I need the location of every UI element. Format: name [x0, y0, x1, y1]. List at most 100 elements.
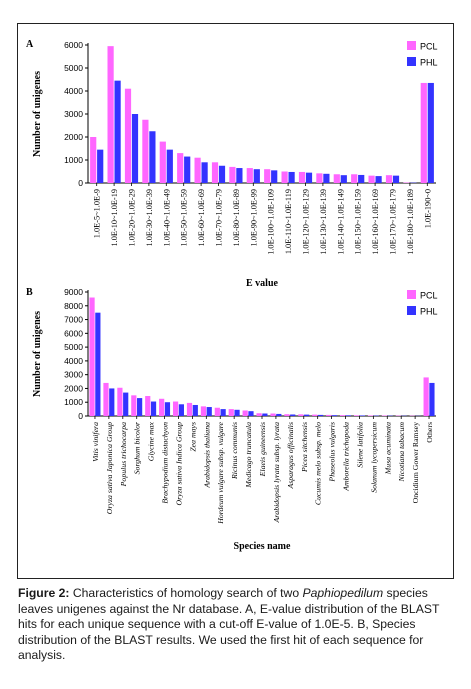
bar-pcl	[145, 396, 151, 416]
y-tick-label: 3000	[64, 370, 83, 380]
bar-pcl	[103, 382, 109, 416]
x-tick-label: 1.0E-60~1.0E-69	[197, 189, 206, 247]
x-tick-label: Elaeis guineensis	[258, 422, 267, 477]
x-tick-label: Phaseolus vulgaris	[328, 422, 337, 483]
bar-phl	[97, 149, 104, 183]
bar-phl	[149, 131, 156, 183]
x-tick-label: Arabidopsis lyrata subsp. lyrata	[272, 422, 281, 524]
bar-phl	[340, 175, 347, 183]
x-tick-label: Solanum lycopersicum	[369, 422, 378, 493]
bar-pcl	[281, 171, 288, 183]
legend-label-pcl: PCL	[420, 291, 438, 301]
bar-phl	[114, 80, 121, 183]
bar-pcl	[312, 414, 318, 416]
bar-phl	[201, 162, 208, 183]
x-tick-label: Medicago truncatula	[244, 422, 253, 489]
bar-pcl	[142, 119, 149, 183]
bar-phl	[178, 404, 184, 416]
bar-phl	[305, 172, 313, 183]
y-tick-label: 1000	[64, 397, 83, 407]
y-tick-label: 3000	[64, 109, 83, 119]
x-tick-label: Vitis vinifera	[91, 422, 100, 462]
bar-pcl	[298, 414, 304, 416]
legend-label-phl: PHL	[420, 307, 438, 317]
bar-pcl	[124, 88, 132, 183]
bar-phl	[358, 174, 365, 183]
bar-pcl	[420, 82, 427, 183]
y-axis-title: Number of unigenes	[32, 311, 43, 397]
bar-pcl	[90, 137, 97, 183]
y-tick-label: 6000	[64, 40, 83, 50]
bar-phl	[271, 170, 278, 183]
bar-pcl	[316, 173, 323, 183]
bar-pcl	[353, 415, 360, 416]
chart-panel-a: A 0 1000 2000 3000 4000 5000 6000 Number of unig…	[26, 39, 438, 289]
x-tick-label: 1.0E-160~1.0E-169	[371, 189, 380, 255]
bar-pcl	[186, 402, 193, 416]
x-tick-label: Asparagus officinalis	[286, 422, 295, 490]
y-tick-label: 4000	[64, 356, 83, 366]
bar-phl	[323, 173, 330, 183]
bar-phl	[427, 82, 434, 183]
bar-pcl	[246, 168, 253, 183]
bar-pcl	[200, 406, 207, 416]
x-tick-label: 1.0E-5~1.0E-9	[93, 189, 102, 238]
bar-phl	[234, 409, 240, 416]
bar-pcl	[333, 174, 340, 183]
x-tick-label: 1.0E-190~0	[423, 189, 432, 228]
bar-pcl	[107, 46, 114, 184]
figure-caption: Figure 2: Characteristics of homology se…	[18, 586, 454, 664]
bar-phl	[359, 415, 365, 416]
x-tick-label: Silene latifolia	[355, 422, 364, 468]
bar-pcl	[367, 415, 374, 416]
x-tick-label: Hordeum vulgare subsp. vulgare	[216, 421, 225, 524]
bar-pcl	[159, 141, 166, 183]
x-tick-label: 1.0E-130~1.0E-139	[319, 189, 328, 255]
x-tick-label: 1.0E-140~1.0E-149	[336, 189, 345, 255]
x-tick-label: 1.0E-100~1.0E-109	[267, 189, 276, 255]
x-tick-label: 1.0E-180~1.0E-189	[406, 189, 415, 255]
x-tick-label: 1.0E-20~1.0E-29	[128, 189, 137, 247]
bar-phl	[375, 176, 382, 183]
y-tick-label: 5000	[64, 63, 83, 73]
y-tick-label: 4000	[64, 86, 83, 96]
bar-pcl	[211, 162, 219, 183]
bar-phl	[392, 175, 400, 183]
bar-phl	[131, 114, 139, 183]
x-tick-label: Ricinus communis	[230, 422, 239, 480]
x-tick-label: Cucumis melo subsp. melo	[314, 422, 323, 505]
bar-phl	[253, 169, 260, 183]
x-tick-label: Others	[425, 422, 434, 443]
x-tick-label: Oncidium Gower Ramsey	[411, 422, 420, 504]
bar-pcl	[117, 387, 123, 416]
bar-phl	[262, 413, 268, 416]
x-tick-label: Brachypodium distachyon	[161, 422, 170, 504]
y-tick-label: 7000	[64, 315, 83, 325]
x-tick-label: 1.0E-40~1.0E-49	[162, 189, 171, 247]
bar-phl	[192, 404, 198, 416]
bar-pcl	[194, 157, 201, 183]
y-tick-label: 0	[78, 178, 83, 188]
x-tick-label: Nicotiana tabacum	[397, 422, 406, 483]
bar-phl	[164, 402, 171, 416]
bar-pcl	[351, 174, 358, 183]
legend: PCL PHL	[407, 41, 438, 68]
bar-phl	[184, 156, 191, 183]
x-tick-label: 1.0E-70~1.0E-79	[215, 189, 224, 247]
legend: PCL PHL	[407, 290, 438, 317]
caption-label: Figure 2:	[18, 586, 70, 600]
bar-pcl	[159, 398, 165, 416]
legend-swatch-pcl	[407, 290, 416, 299]
x-tick-label: 1.0E-150~1.0E-159	[354, 189, 363, 255]
bar-pcl	[172, 401, 179, 416]
caption-species: Paphiopedilum	[302, 586, 384, 600]
bar-pcl	[298, 171, 306, 183]
x-tick-label: 1.0E-170~1.0E-179	[389, 189, 398, 255]
bar-phl	[236, 168, 243, 183]
bar-phl	[150, 401, 157, 416]
legend-swatch-pcl	[407, 41, 416, 50]
bar-pcl	[214, 407, 220, 416]
x-tick-label: 1.0E-90~1.0E-99	[249, 189, 258, 247]
panel-label: A	[26, 39, 34, 50]
